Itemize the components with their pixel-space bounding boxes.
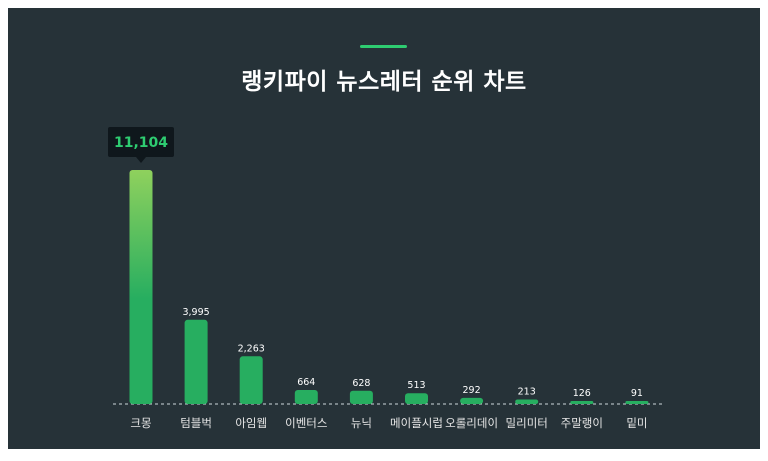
value-label: 664: [297, 377, 315, 388]
bar-크몽[interactable]: [129, 170, 153, 404]
category-label: 밀리미터: [506, 416, 548, 430]
category-label: 주말랭이: [561, 416, 603, 430]
bar-텀블벅[interactable]: [184, 319, 208, 404]
bar-뉴닉[interactable]: [349, 390, 373, 404]
value-label: 126: [573, 388, 591, 399]
bar-오롤리데이[interactable]: [460, 397, 484, 404]
bar-아임웹[interactable]: [239, 356, 263, 404]
value-label: 628: [352, 378, 370, 389]
category-label: 메이플시럽: [390, 416, 443, 430]
bar-밀리미터[interactable]: [515, 399, 539, 404]
value-label: 213: [518, 387, 536, 398]
category-label: 뉴닉: [351, 416, 372, 430]
value-label: 2,263: [238, 343, 265, 354]
chart-panel: 랭키파이 뉴스레터 순위 차트 11,104 크몽 3,995 텀블벅 2,263 아임웹…: [8, 8, 760, 449]
tooltip-box: [108, 127, 174, 157]
bar-밑미[interactable]: [625, 401, 649, 404]
category-label: 이벤터스: [285, 416, 327, 430]
bar-메이플시럽[interactable]: [405, 393, 428, 404]
category-label: 크몽: [130, 416, 151, 430]
bar-주말랭이[interactable]: [570, 401, 594, 404]
bar-이벤터스[interactable]: [294, 390, 318, 404]
category-label: 밑미: [626, 416, 647, 430]
title-accent-line: [360, 45, 407, 48]
value-label: 292: [463, 385, 481, 396]
category-label: 아임웹: [235, 416, 267, 430]
category-label: 오롤리데이: [445, 416, 498, 430]
value-label: 3,995: [182, 307, 209, 318]
tooltip-value: 11,104: [114, 135, 168, 151]
value-label: 91: [631, 388, 643, 399]
chart-title: 랭키파이 뉴스레터 순위 차트: [241, 69, 527, 95]
value-label: 513: [407, 380, 425, 391]
value-tooltip: 11,104: [108, 127, 174, 163]
category-label: 텀블벅: [180, 416, 212, 430]
tooltip-arrow: [136, 157, 146, 163]
bar-chart: 11,104 크몽 3,995 텀블벅 2,263 아임웹 664 이벤터스 628 뉴닉 513 메…: [108, 127, 663, 430]
